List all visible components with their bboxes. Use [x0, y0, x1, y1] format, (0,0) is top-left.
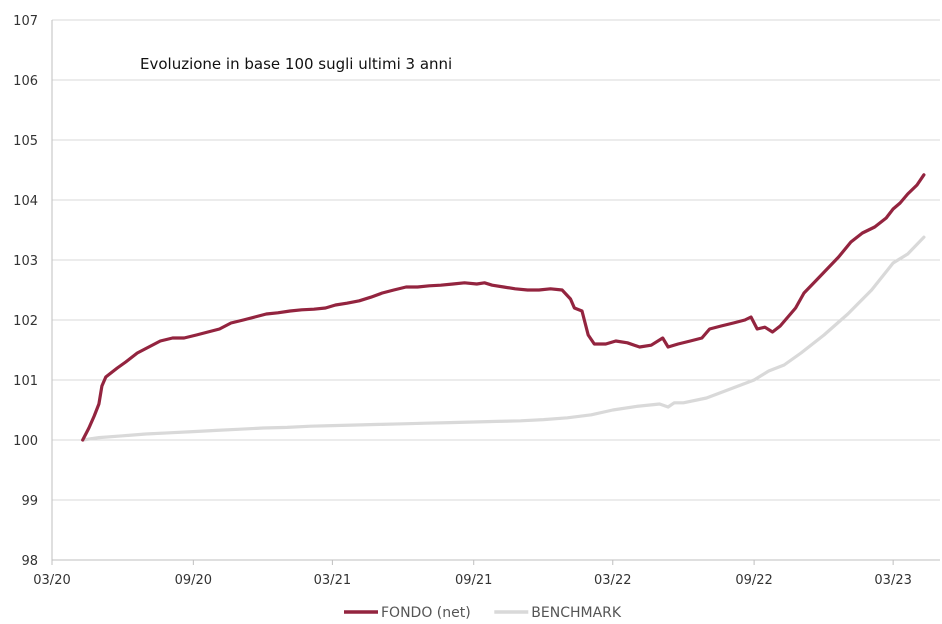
x-tick-label: 03/23: [874, 573, 911, 588]
series: [83, 175, 924, 440]
legend-label: FONDO (net): [381, 605, 471, 621]
x-tick-label: 09/22: [735, 573, 772, 588]
y-tick-label: 105: [13, 134, 38, 149]
legend-item-benchmark: BENCHMARK: [494, 605, 622, 621]
y-tick-label: 100: [13, 434, 38, 449]
y-tick-label: 102: [13, 314, 38, 329]
x-tick-label: 09/21: [455, 573, 492, 588]
y-tick-label: 98: [21, 554, 38, 569]
legend-label: BENCHMARK: [531, 605, 622, 621]
series-line-benchmark: [83, 237, 924, 440]
series-line-fondo-net: [83, 175, 924, 440]
y-tick-label: 103: [13, 254, 38, 269]
legend: FONDO (net) BENCHMARK: [344, 605, 622, 621]
x-tick-label: 03/20: [33, 573, 70, 588]
y-tick-label: 106: [13, 74, 38, 89]
x-tick-label: 03/21: [314, 573, 351, 588]
x-tick-label: 09/20: [175, 573, 212, 588]
y-tick-label: 107: [13, 14, 38, 29]
x-tick-label: 03/22: [594, 573, 631, 588]
y-tick-label: 101: [13, 374, 38, 389]
y-tick-label: 104: [13, 194, 38, 209]
y-tick-label: 99: [21, 494, 38, 509]
chart-title: Evoluzione in base 100 sugli ultimi 3 an…: [140, 55, 452, 73]
legend-item-fondo-net: FONDO (net): [344, 605, 471, 621]
